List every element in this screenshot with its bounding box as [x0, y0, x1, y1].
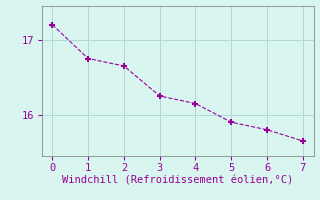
- X-axis label: Windchill (Refroidissement éolien,°C): Windchill (Refroidissement éolien,°C): [62, 176, 293, 186]
